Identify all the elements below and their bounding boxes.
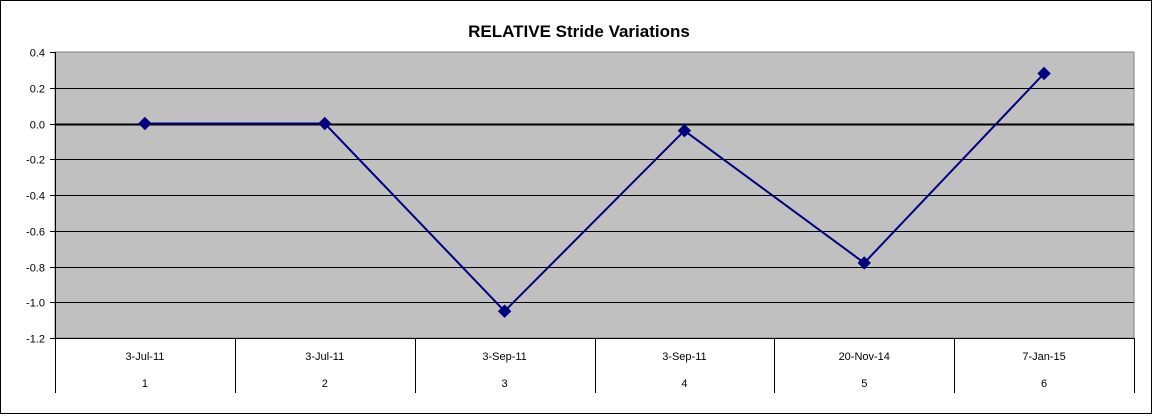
data-point-marker	[318, 116, 332, 131]
y-tick-label: -0.2	[26, 155, 45, 167]
data-point-marker	[857, 256, 871, 270]
x-tick-label-date: 3-Jul-11	[125, 351, 164, 363]
y-tick-label: -1.2	[26, 334, 45, 346]
data-point-marker	[138, 116, 152, 131]
plot-area: 0.4 0.2 0.0 -0.2 -0.4 -0.6 -0.8 -1.0 -1.2 3-Jul-1…	[26, 48, 1135, 393]
x-tick-label-date: 3-Jul-11	[305, 351, 344, 363]
y-tick-label: -0.6	[26, 227, 45, 239]
x-tick-label-index: 5	[861, 378, 867, 390]
x-tick-label-date: 3-Sep-11	[482, 351, 526, 363]
x-tick-label-index: 1	[142, 378, 148, 390]
y-tick-label: 0.0	[30, 120, 45, 132]
x-tick-label-index: 6	[1041, 378, 1047, 390]
series-line	[144, 72, 1045, 313]
x-tick-label-date: 3-Sep-11	[662, 351, 706, 363]
y-tick-label: -0.8	[26, 263, 45, 275]
y-tick-label: -1.0	[26, 298, 45, 310]
data-point-marker	[677, 123, 692, 138]
x-tick-label-date: 7-Jan-15	[1022, 351, 1065, 363]
y-tick-label: 0.2	[30, 84, 45, 96]
chart-title: RELATIVE Stride Variations	[468, 22, 690, 41]
data-point-marker	[497, 304, 512, 318]
x-tick-label-date: 20-Nov-14	[839, 351, 890, 363]
data-point-marker	[1037, 66, 1051, 81]
y-tick-label: 0.4	[30, 48, 45, 60]
x-tick-label-index: 4	[681, 378, 687, 390]
y-tick-label: -0.4	[26, 191, 45, 203]
x-tick-label-index: 3	[502, 378, 508, 390]
x-tick-label-index: 2	[322, 378, 328, 390]
